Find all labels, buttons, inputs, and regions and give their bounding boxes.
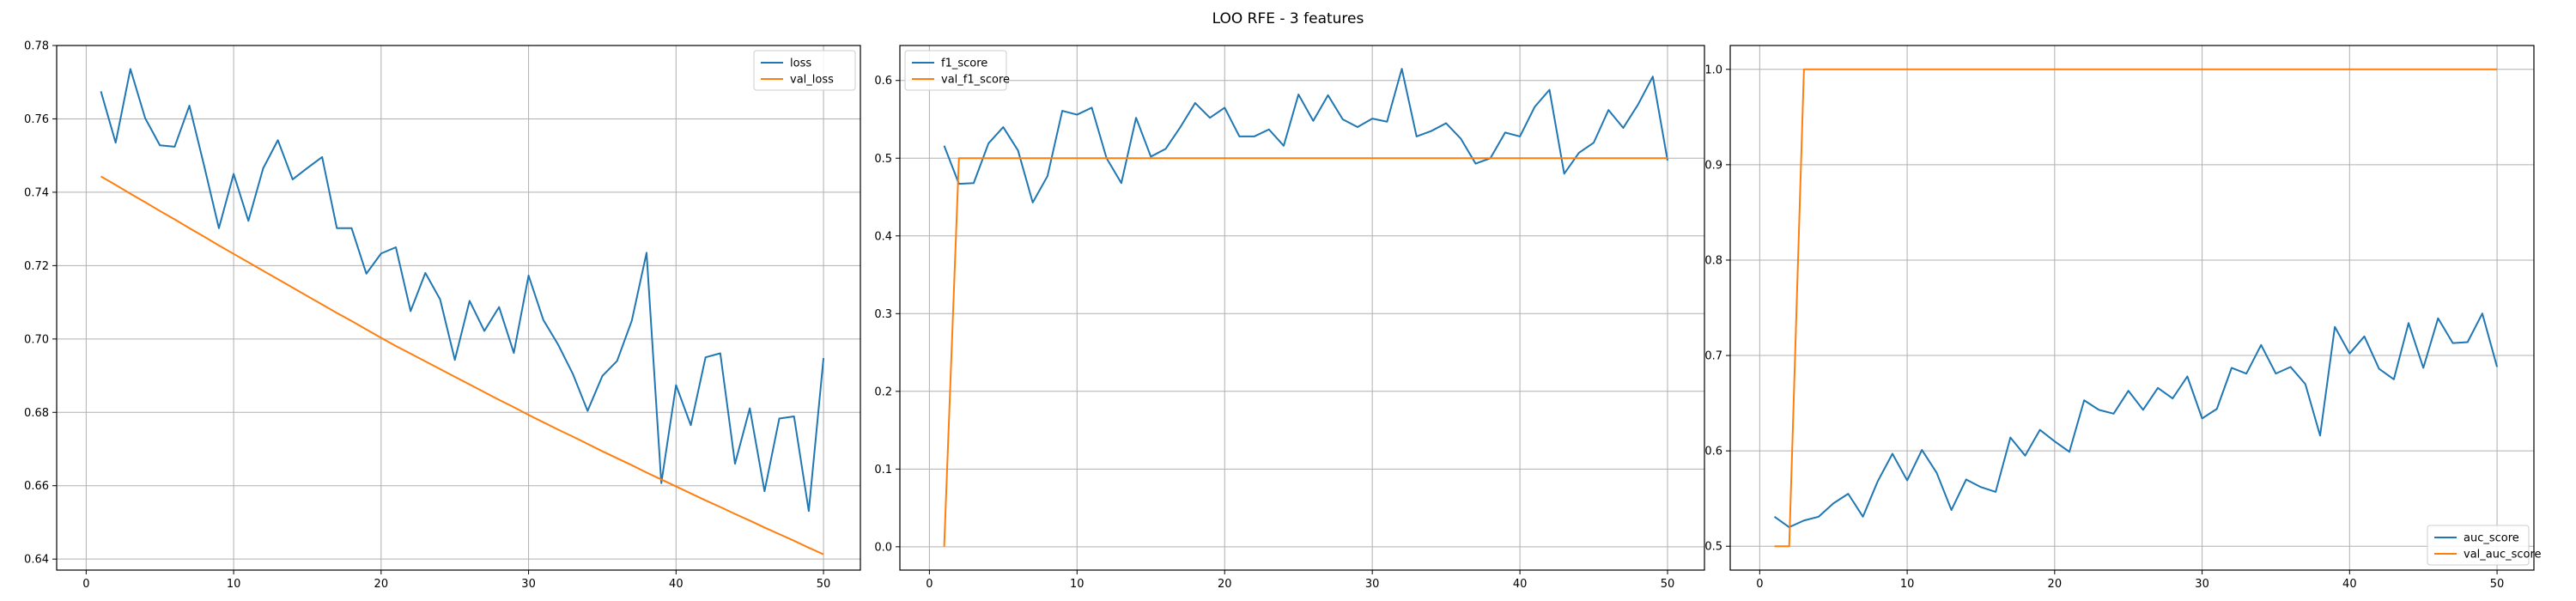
panel-loss: 0 10 20 30 40 50 0.64 0.66 0.68 0.70 0.72 0.74 0.76 0… bbox=[24, 40, 861, 591]
y-tick-label: 0.0 bbox=[874, 541, 892, 554]
y-tick-label: 0.2 bbox=[874, 385, 892, 398]
y-tick-label: 0.9 bbox=[1704, 159, 1722, 172]
y-tick-label: 0.66 bbox=[24, 480, 49, 493]
legend-label-val-auc-score: val_auc_score bbox=[2464, 549, 2542, 562]
y-tick-label: 0.5 bbox=[1704, 541, 1722, 554]
x-tick-label: 40 bbox=[2342, 578, 2357, 591]
x-tick-label: 50 bbox=[2490, 578, 2505, 591]
panel-auc-score: 0 10 20 30 40 50 0.5 0.6 0.7 0.8 0.9 1.0 auc_scoreva… bbox=[1704, 45, 2542, 591]
legend-label-f1-score: f1_score bbox=[941, 58, 987, 70]
y-tick-label: 0.64 bbox=[24, 554, 49, 567]
y-tick-label: 0.1 bbox=[874, 464, 892, 477]
y-tick-label: 0.74 bbox=[24, 186, 49, 199]
y-tick-label: 0.76 bbox=[24, 113, 49, 126]
x-tick-label: 10 bbox=[1900, 578, 1915, 591]
x-tick-label: 0 bbox=[1756, 578, 1763, 591]
series-line-auc-score bbox=[1773, 313, 2499, 529]
y-tick-label: 0.6 bbox=[1704, 446, 1722, 458]
legend-label-val-loss: val_loss bbox=[790, 74, 834, 87]
y-tick-label: 1.0 bbox=[1704, 64, 1722, 76]
y-tick-label: 0.5 bbox=[874, 153, 892, 166]
x-tick-label: 50 bbox=[817, 578, 831, 591]
legend-label-loss: loss bbox=[790, 58, 811, 70]
legend: f1_score val_f1_score bbox=[904, 50, 1010, 91]
x-tick-label: 30 bbox=[521, 578, 536, 591]
legend: auc_score val_auc_score bbox=[2427, 525, 2542, 566]
legend-label-val-f1-score: val_f1_score bbox=[941, 74, 1010, 87]
series-line-val-loss bbox=[100, 175, 824, 555]
series-line-val-f1-score bbox=[943, 157, 1668, 547]
legend-label-auc-score: auc_score bbox=[2464, 532, 2519, 545]
legend-box bbox=[904, 50, 1007, 91]
y-tick-label: 0.70 bbox=[24, 333, 49, 346]
y-tick-label: 0.3 bbox=[874, 308, 892, 321]
series-line-loss bbox=[100, 68, 825, 513]
figure-suptitle: LOO RFE - 3 features bbox=[1212, 10, 1364, 27]
axes-frame bbox=[56, 45, 861, 571]
x-tick-label: 10 bbox=[227, 578, 241, 591]
x-tick-label: 40 bbox=[1513, 578, 1528, 591]
x-tick-label: 10 bbox=[1070, 578, 1084, 591]
axes-frame bbox=[1729, 45, 2535, 571]
y-tick-label: 0.78 bbox=[24, 40, 49, 53]
x-tick-label: 30 bbox=[2195, 578, 2209, 591]
y-tick-label: 0.6 bbox=[874, 75, 892, 88]
legend-box bbox=[753, 50, 856, 91]
x-tick-label: 50 bbox=[1661, 578, 1675, 591]
x-tick-label: 0 bbox=[926, 578, 933, 591]
x-tick-label: 0 bbox=[82, 578, 89, 591]
axes-frame bbox=[899, 45, 1705, 571]
y-tick-label: 0.68 bbox=[24, 407, 49, 420]
x-tick-label: 40 bbox=[669, 578, 683, 591]
x-tick-label: 20 bbox=[1218, 578, 1232, 591]
series-line-val-auc-score bbox=[1774, 68, 2498, 548]
y-tick-label: 0.4 bbox=[874, 230, 892, 243]
y-tick-label: 0.72 bbox=[24, 260, 49, 273]
y-tick-label: 0.8 bbox=[1704, 254, 1722, 267]
x-tick-label: 30 bbox=[1365, 578, 1380, 591]
legend: loss val_loss bbox=[753, 50, 856, 91]
panel-f1-score: 0 10 20 30 40 50 0.0 0.1 0.2 0.3 0.4 0.5 0.6 f1_score… bbox=[874, 45, 1705, 591]
x-tick-label: 20 bbox=[2048, 578, 2063, 591]
legend-box bbox=[2427, 525, 2530, 566]
series-line-f1-score bbox=[943, 68, 1669, 203]
x-tick-label: 20 bbox=[374, 578, 389, 591]
y-tick-label: 0.7 bbox=[1704, 350, 1722, 363]
